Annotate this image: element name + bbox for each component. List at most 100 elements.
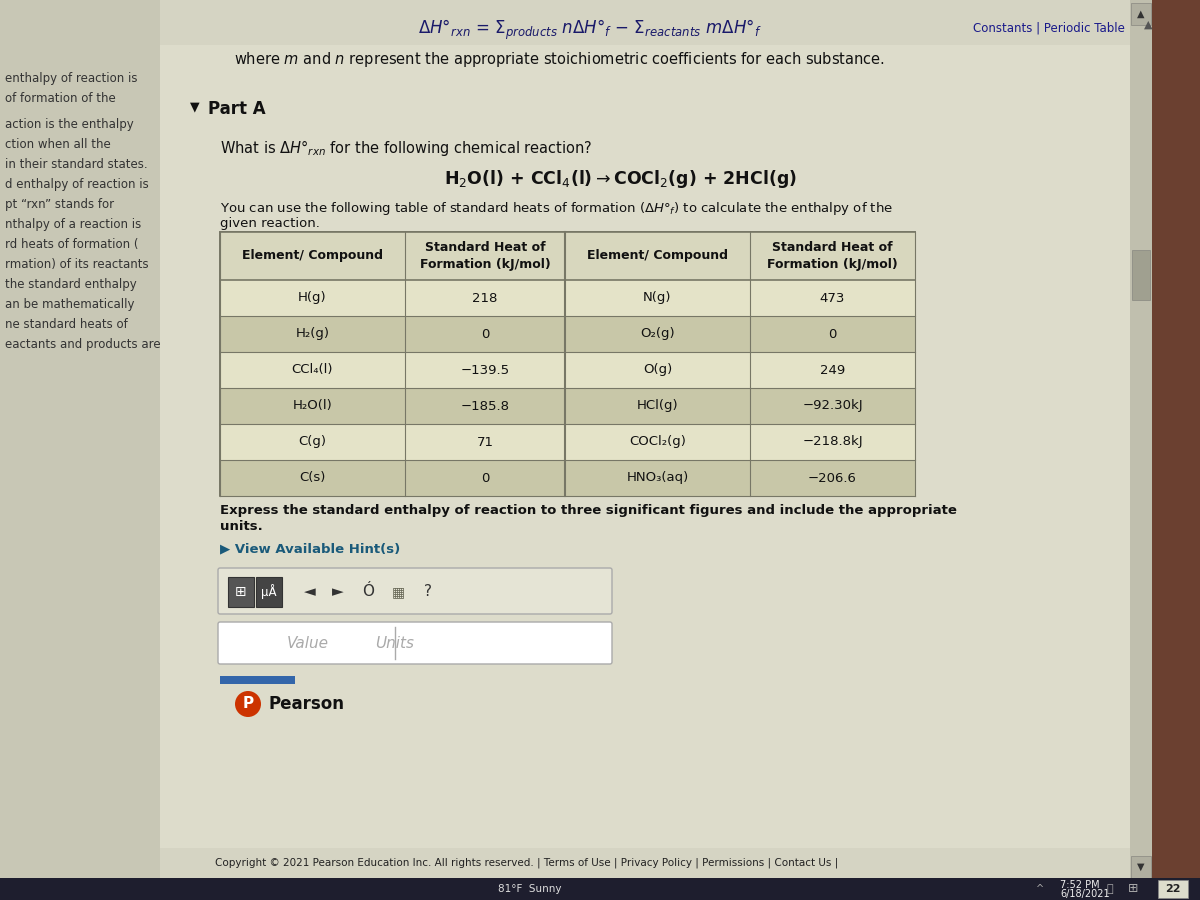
- Text: −218.8kJ: −218.8kJ: [802, 436, 863, 448]
- Text: −206.6: −206.6: [808, 472, 857, 484]
- Bar: [1132, 856, 1151, 878]
- Text: 71: 71: [476, 436, 493, 448]
- Text: nthalpy of a reaction is: nthalpy of a reaction is: [5, 218, 142, 231]
- Text: the standard enthalpy: the standard enthalpy: [5, 278, 137, 291]
- Text: ▶ View Available Hint(s): ▶ View Available Hint(s): [220, 542, 401, 555]
- Text: 7:52 PM: 7:52 PM: [1060, 880, 1099, 890]
- Text: given reaction.: given reaction.: [220, 217, 320, 230]
- Text: −139.5: −139.5: [461, 364, 510, 376]
- Text: 22: 22: [1165, 884, 1181, 894]
- Text: What is $\Delta H°_{rxn}$ for the following chemical reaction?: What is $\Delta H°_{rxn}$ for the follow…: [220, 138, 593, 158]
- Text: μÅ: μÅ: [262, 584, 277, 599]
- Text: pt “rxn” stands for: pt “rxn” stands for: [5, 198, 114, 211]
- Bar: [1130, 0, 1152, 878]
- Text: ►: ►: [332, 584, 344, 599]
- Bar: [220, 232, 916, 280]
- Text: C(s): C(s): [299, 472, 325, 484]
- Text: ▦: ▦: [391, 585, 404, 599]
- Text: an be mathematically: an be mathematically: [5, 298, 134, 311]
- Bar: [220, 232, 916, 496]
- Text: P: P: [242, 697, 253, 712]
- Bar: [0, 0, 160, 878]
- FancyBboxPatch shape: [218, 622, 612, 664]
- Text: O₂(g): O₂(g): [640, 328, 674, 340]
- Text: H₂(g): H₂(g): [295, 328, 330, 340]
- Bar: [256, 577, 282, 607]
- Text: CCl₄(l): CCl₄(l): [292, 364, 334, 376]
- Text: Standard Heat of
Formation (kJ/mol): Standard Heat of Formation (kJ/mol): [420, 241, 551, 271]
- Text: ^: ^: [1036, 884, 1044, 894]
- Text: Copyright © 2021 Pearson Education Inc. All rights reserved. | Terms of Use | Pr: Copyright © 2021 Pearson Education Inc. …: [215, 858, 839, 868]
- Text: ction when all the: ction when all the: [5, 138, 110, 151]
- Text: 🔊: 🔊: [1106, 884, 1114, 894]
- Text: 218: 218: [473, 292, 498, 304]
- Bar: [1132, 3, 1151, 25]
- Bar: [220, 352, 916, 388]
- Bar: [160, 0, 1130, 45]
- Text: Standard Heat of
Formation (kJ/mol): Standard Heat of Formation (kJ/mol): [767, 241, 898, 271]
- Text: 0: 0: [828, 328, 836, 340]
- Bar: [160, 0, 1150, 878]
- Text: ▼: ▼: [1138, 862, 1145, 872]
- Text: ⊞: ⊞: [1128, 883, 1139, 896]
- Text: in their standard states.: in their standard states.: [5, 158, 148, 171]
- Bar: [1158, 880, 1188, 898]
- Text: H$_2$O(l) + CCl$_4$(l)$\rightarrow$COCl$_2$(g) + 2HCl(g): H$_2$O(l) + CCl$_4$(l)$\rightarrow$COCl$…: [444, 168, 797, 190]
- Text: O(g): O(g): [643, 364, 672, 376]
- Text: where $m$ and $n$ represent the appropriate stoichiometric coefficients for each: where $m$ and $n$ represent the appropri…: [234, 50, 886, 69]
- Text: N(g): N(g): [643, 292, 672, 304]
- Text: C(g): C(g): [299, 436, 326, 448]
- Text: H(g): H(g): [298, 292, 326, 304]
- Bar: [1150, 0, 1200, 900]
- Text: −185.8: −185.8: [461, 400, 510, 412]
- Bar: [228, 577, 254, 607]
- Bar: [0, 878, 1200, 900]
- Bar: [220, 316, 916, 352]
- Text: ne standard heats of: ne standard heats of: [5, 318, 127, 331]
- Circle shape: [235, 691, 262, 717]
- Text: Part A: Part A: [208, 100, 265, 118]
- Text: Value: Value: [287, 635, 329, 651]
- Bar: [220, 388, 916, 424]
- Text: You can use the following table of standard heats of formation ($\Delta H°_f$) t: You can use the following table of stand…: [220, 200, 893, 217]
- Text: −92.30kJ: −92.30kJ: [802, 400, 863, 412]
- Text: 473: 473: [820, 292, 845, 304]
- Text: of formation of the: of formation of the: [5, 92, 115, 105]
- Text: ▲: ▲: [1138, 9, 1145, 19]
- Text: enthalpy of reaction is: enthalpy of reaction is: [5, 72, 138, 85]
- Text: units.: units.: [220, 520, 263, 533]
- Bar: [220, 676, 295, 684]
- Text: ?: ?: [424, 584, 432, 599]
- Text: Element/ Compound: Element/ Compound: [587, 249, 728, 263]
- Text: HNO₃(aq): HNO₃(aq): [626, 472, 689, 484]
- Text: Element/ Compound: Element/ Compound: [242, 249, 383, 263]
- Text: Units: Units: [376, 635, 414, 651]
- Text: rmation) of its reactants: rmation) of its reactants: [5, 258, 149, 271]
- Text: Pearson: Pearson: [268, 695, 344, 713]
- Text: Constants | Periodic Table: Constants | Periodic Table: [973, 22, 1126, 35]
- Text: action is the enthalpy: action is the enthalpy: [5, 118, 133, 131]
- Bar: [160, 848, 1130, 878]
- Text: ◄: ◄: [304, 584, 316, 599]
- Text: 0: 0: [481, 472, 490, 484]
- Text: eactants and products are: eactants and products are: [5, 338, 161, 351]
- Text: rd heats of formation (: rd heats of formation (: [5, 238, 138, 251]
- Text: 6/18/2021: 6/18/2021: [1060, 889, 1110, 899]
- Text: ⊞: ⊞: [235, 585, 247, 599]
- Text: HCl(g): HCl(g): [637, 400, 678, 412]
- Text: 249: 249: [820, 364, 845, 376]
- Text: $\Delta H°_{rxn}$ = $\Sigma_{products}$ $n\Delta H°_f$ $-$ $\Sigma_{reactants}$ : $\Delta H°_{rxn}$ = $\Sigma_{products}$ …: [418, 18, 762, 42]
- Bar: [220, 460, 916, 496]
- Text: ▼: ▼: [190, 100, 199, 113]
- Bar: [220, 424, 916, 460]
- Bar: [1132, 250, 1150, 300]
- Text: 81°F  Sunny: 81°F Sunny: [498, 884, 562, 894]
- Text: Express the standard enthalpy of reaction to three significant figures and inclu: Express the standard enthalpy of reactio…: [220, 504, 956, 517]
- FancyBboxPatch shape: [218, 568, 612, 614]
- Text: H₂O(l): H₂O(l): [293, 400, 332, 412]
- Text: Ó: Ó: [362, 584, 374, 599]
- Text: d enthalpy of reaction is: d enthalpy of reaction is: [5, 178, 149, 191]
- Bar: [220, 280, 916, 316]
- Text: COCl₂(g): COCl₂(g): [629, 436, 686, 448]
- Text: 0: 0: [481, 328, 490, 340]
